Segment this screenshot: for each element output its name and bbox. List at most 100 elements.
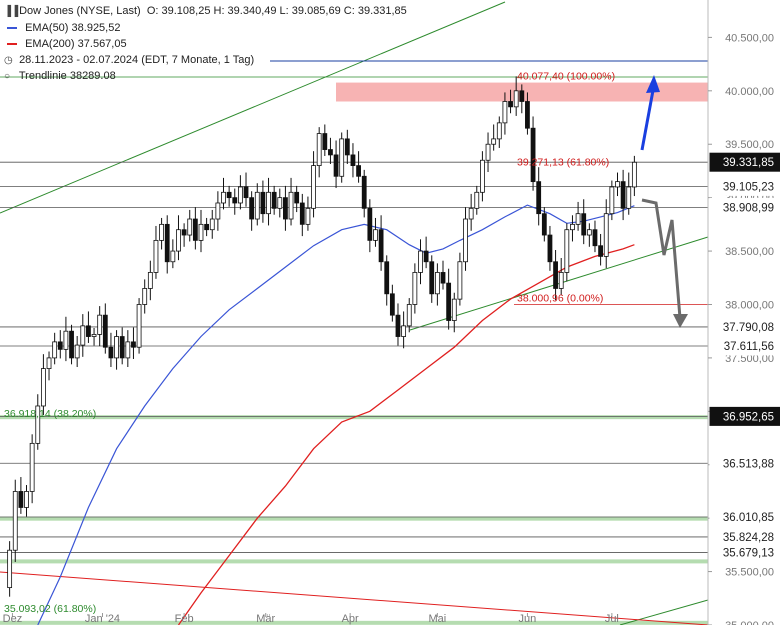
legend-trendline-label: Trendlinie (18, 70, 67, 82)
level-price-box (709, 197, 780, 217)
candle-body (395, 314, 401, 337)
x-tick-label: Jun (519, 613, 537, 625)
bottom-channel-line (619, 599, 709, 625)
forecast-up-arrow (640, 84, 656, 151)
candle-body (221, 191, 226, 204)
legend-title: ▐▐ Dow Jones (NYSE, Last) O: 39.108,25 H… (4, 5, 407, 17)
fib-label: 39.271,13 (61.80%) (517, 157, 609, 169)
candle-body (361, 175, 367, 209)
candle-body (620, 181, 626, 209)
y-tick-label: 40.000,00 (725, 86, 774, 98)
candle-body (496, 122, 502, 140)
candle-body (451, 298, 457, 321)
candle-body (328, 149, 333, 156)
candle-body (170, 250, 176, 263)
candle-body (485, 143, 491, 161)
legend-period-info: (EDT, 7 Monate, 1 Tag) (141, 54, 255, 66)
candle-body (603, 213, 609, 257)
legend-ema50-value: 38.925,52 (71, 22, 121, 34)
candle-body (513, 90, 519, 108)
candle-body (294, 191, 300, 204)
candle-body (434, 272, 440, 295)
legend-ema50-label: EMA(50) (25, 22, 69, 34)
legend-period[interactable]: ◷ 28.11.2023 - 02.07.2024 (EDT, 7 Monate… (4, 54, 254, 66)
candle-body (564, 229, 570, 273)
candle-body (626, 186, 632, 209)
level-price-box (709, 406, 780, 426)
legend-ema200[interactable]: EMA(200) 37.567,05 (4, 38, 127, 50)
x-tick-label: Feb (175, 613, 194, 625)
forecast-up-arrowhead (646, 75, 660, 93)
candle-body (249, 197, 255, 220)
candle-body (97, 314, 103, 335)
candle-body (147, 272, 153, 289)
candle-body (108, 346, 114, 359)
candle-body (350, 154, 356, 166)
candle-body (91, 334, 97, 337)
candle-body (125, 341, 131, 359)
y-tick-label: 37.500,00 (725, 353, 774, 365)
level-price-box (709, 542, 780, 562)
legend-trendline[interactable]: ○ Trendlinie 38289.08 (4, 70, 116, 82)
candle-body (530, 127, 536, 183)
chart-type-icon: ▐▐ (4, 6, 19, 17)
candle-body (558, 272, 564, 289)
candle-body (378, 229, 384, 263)
legend-instrument: Dow Jones (NYSE, Last) (19, 5, 141, 17)
x-tick-label: Jan '24 (85, 613, 120, 625)
candle-body (429, 261, 435, 295)
candle-body (136, 304, 142, 348)
candle-body (204, 223, 210, 231)
candle-body (592, 229, 598, 247)
level-price-label: 36.513,88 (723, 458, 774, 470)
candle-body (18, 491, 24, 508)
candle-body (63, 330, 69, 350)
candle-body (586, 229, 592, 236)
candle-body (609, 186, 615, 215)
candle-body (57, 341, 63, 350)
legend-ema200-value: 37.567,05 (77, 38, 127, 50)
candle-body (373, 229, 378, 241)
candle-body (491, 138, 497, 145)
level-price-box (709, 152, 780, 172)
candle-body (446, 282, 452, 321)
level-price-box (709, 317, 780, 337)
candle-body (74, 344, 80, 359)
y-tick-label: 39.500,00 (725, 139, 774, 151)
candle-body (384, 261, 390, 295)
candle-body (299, 202, 305, 225)
x-tick-label: Mai (429, 613, 447, 625)
candle-body (468, 207, 474, 220)
x-tick-label: Apr (342, 613, 359, 625)
ema200-line (177, 244, 635, 625)
candle-body (339, 138, 345, 177)
fib-label: 38.000,96 (0.00%) (517, 292, 603, 304)
level-price-label: 39.331,85 (723, 157, 774, 169)
candle-body (29, 442, 35, 492)
candle-body (502, 101, 508, 124)
level-price-label: 37.790,08 (723, 322, 774, 334)
candle-body (356, 165, 361, 177)
candle-body (142, 288, 148, 305)
candle-body (243, 186, 249, 199)
support-band (0, 559, 708, 564)
candle-body (254, 191, 260, 220)
candle-body (541, 213, 547, 236)
candle-body (288, 191, 294, 220)
candle-body (553, 261, 558, 289)
candle-body (102, 314, 108, 348)
candle-body (80, 325, 86, 346)
candle-body (480, 159, 485, 193)
legend-ema50[interactable]: EMA(50) 38.925,52 (4, 22, 120, 34)
fib-label: 36.918,14 (38.20%) (4, 408, 96, 420)
y-tick-label: 35.000,00 (725, 620, 774, 625)
candle-body (412, 272, 418, 305)
chart-labels-layer: 40.077,40 (100.00%) 39.271,13 (61.80%) 38.… (4, 71, 615, 616)
legend-ema200-label: EMA(200) (25, 38, 75, 50)
candle-body (237, 186, 243, 204)
candle-body (131, 341, 136, 348)
long-red-trendline (0, 571, 709, 625)
candle-body (305, 207, 311, 225)
candle-body (519, 90, 525, 102)
